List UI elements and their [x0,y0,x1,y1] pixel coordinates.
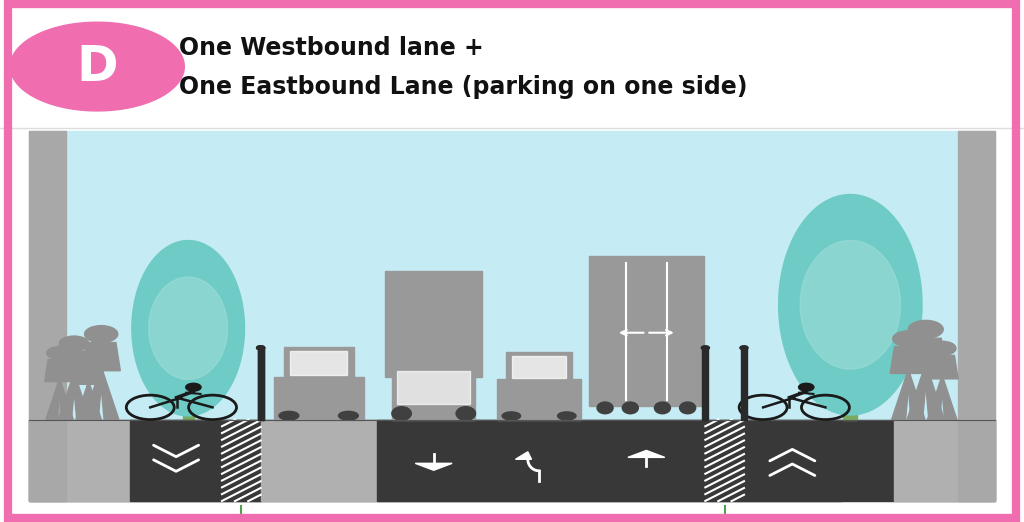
Polygon shape [45,360,75,382]
Bar [741,348,748,420]
Bar [843,392,857,420]
Circle shape [59,336,89,351]
Circle shape [85,326,118,342]
Bar [588,420,706,501]
Bar [397,371,470,405]
Polygon shape [515,452,531,459]
Bar [284,347,354,376]
Polygon shape [57,351,91,376]
Bar [512,356,566,378]
Text: Travel Lane: Travel Lane [616,514,676,522]
Polygon shape [905,338,946,368]
Bar [273,376,364,420]
Polygon shape [99,371,119,420]
Circle shape [257,346,265,350]
Polygon shape [926,355,958,379]
Ellipse shape [339,411,358,420]
Circle shape [185,383,201,391]
Polygon shape [907,373,925,420]
Polygon shape [73,376,90,420]
Bar [29,420,995,501]
Bar [894,420,995,501]
Polygon shape [892,373,909,420]
Text: Sidewalk: Sidewalk [63,514,110,522]
Polygon shape [84,371,102,420]
Bar [706,420,744,501]
Ellipse shape [680,402,695,414]
Circle shape [908,321,943,338]
Text: Bike Lane: Bike Lane [154,514,204,522]
Bar [29,420,130,501]
Bar [385,271,482,377]
Circle shape [77,352,100,364]
Circle shape [893,331,924,347]
Bar [958,130,995,501]
Ellipse shape [597,402,613,414]
Polygon shape [907,368,928,420]
Polygon shape [10,22,184,111]
Polygon shape [890,347,927,373]
Polygon shape [75,364,102,384]
Bar [29,130,995,501]
Polygon shape [800,241,900,369]
Circle shape [929,341,956,355]
Polygon shape [46,382,60,420]
Text: One Eastbound Lane (parking on one side): One Eastbound Lane (parking on one side) [179,76,748,99]
Text: D: D [77,43,118,90]
Circle shape [47,347,73,360]
Bar [377,420,490,501]
Polygon shape [941,379,956,420]
Bar [8,5,1016,128]
Bar [589,256,703,406]
Polygon shape [628,450,665,457]
Text: Travel Lane: Travel Lane [404,514,464,522]
Polygon shape [925,368,944,420]
Bar [392,365,475,420]
Ellipse shape [654,402,671,414]
Text: Auxiliary Lane: Auxiliary Lane [502,514,577,522]
Bar [222,420,261,501]
Text: Bike Lane: Bike Lane [767,514,817,522]
Polygon shape [82,342,121,371]
Bar [506,352,571,379]
Bar [261,420,377,501]
Polygon shape [58,376,76,420]
Text: One Westbound lane +: One Westbound lane + [179,37,484,60]
Bar [702,348,709,420]
Ellipse shape [557,412,577,420]
Bar [258,348,264,420]
Polygon shape [87,384,101,420]
Ellipse shape [392,407,412,420]
Polygon shape [928,379,943,420]
Bar [29,130,66,501]
Bar [290,351,347,375]
Bar [744,420,841,501]
Circle shape [799,383,814,391]
Bar [130,420,222,501]
Circle shape [740,346,749,350]
Circle shape [257,346,265,350]
Ellipse shape [279,411,299,420]
Bar [497,379,581,420]
Polygon shape [132,241,245,416]
Polygon shape [416,464,453,470]
Polygon shape [778,195,922,415]
Text: Parking/L
oading: Parking/L oading [295,514,343,522]
Ellipse shape [456,407,475,420]
Ellipse shape [502,412,520,420]
Bar [258,348,264,420]
Polygon shape [76,384,90,420]
Ellipse shape [623,402,638,414]
Polygon shape [148,277,227,379]
Polygon shape [58,382,74,420]
Bar [182,398,194,420]
Circle shape [701,346,710,350]
Bar [490,420,588,501]
Text: Sidewalk: Sidewalk [915,514,963,522]
